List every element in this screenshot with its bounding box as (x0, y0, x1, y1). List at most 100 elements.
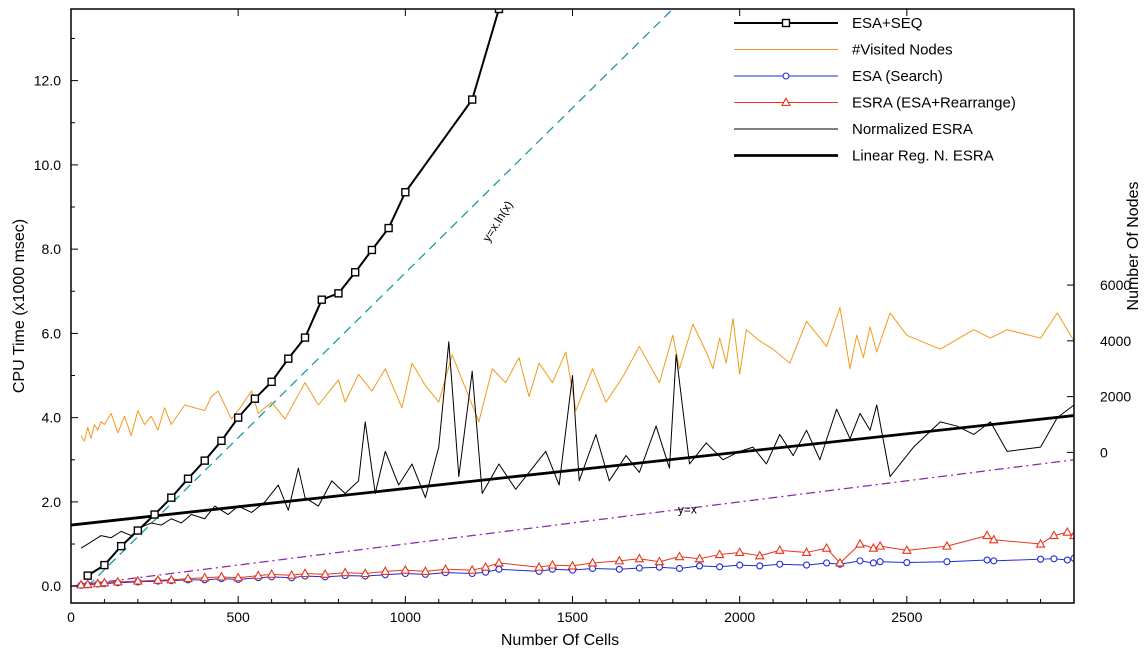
data-point-circle (876, 558, 884, 566)
y-tick-label: 12.0 (34, 73, 61, 89)
annotation-label: y=x (678, 503, 697, 517)
data-point-triangle (714, 549, 725, 559)
data-point-triangle (183, 573, 193, 583)
data-point-triangle (480, 561, 491, 571)
data-point-square (183, 474, 193, 483)
data-point-square (468, 95, 477, 104)
data-point-triangle (801, 547, 812, 556)
data-point-square (401, 188, 410, 197)
data-point-square (133, 526, 143, 535)
data-point-square (267, 377, 276, 387)
x-tick-label: 500 (226, 609, 250, 625)
reference-line (71, 459, 1074, 587)
data-point-triangle (654, 556, 665, 566)
data-point-square (384, 223, 393, 233)
data-point-square (200, 456, 209, 465)
series-group (83, 9, 504, 580)
y-tick-label: 6.0 (42, 325, 62, 341)
data-point-square (300, 333, 310, 342)
series-line (80, 557, 1074, 586)
data-point-circle (1063, 556, 1071, 564)
data-point-triangle (216, 571, 227, 581)
data-point-circle (856, 557, 864, 565)
y2-tick-label: 6000 (1100, 277, 1131, 293)
data-point-square (116, 541, 126, 551)
data-point-triangle (266, 569, 277, 578)
series-line (87, 9, 500, 577)
data-point-circle (776, 560, 784, 568)
legend: ESA+SEQ #Visited Nodes ESA (Search) ESRA (E… (734, 15, 1016, 165)
data-point-square (217, 436, 226, 446)
y2-tick-label: 2000 (1100, 389, 1131, 405)
legend-label: ESRA (ESA+Rearrange) (852, 95, 1016, 112)
y2-tick-label: 4000 (1100, 333, 1131, 349)
annotation-label: y=x.ln(x) (480, 198, 516, 244)
data-point-circle (736, 561, 744, 569)
data-point-circle (615, 565, 623, 573)
data-point-triangle (1035, 538, 1046, 548)
data-point-circle (1050, 555, 1058, 563)
data-point-circle (716, 563, 724, 571)
legend-label: #Visited Nodes (852, 42, 953, 59)
data-point-triangle (734, 547, 745, 556)
data-point-square (167, 493, 176, 502)
data-point-square (781, 18, 791, 28)
y-tick-label: 10.0 (34, 157, 61, 173)
data-point-circle (1037, 555, 1045, 563)
data-point-circle (990, 557, 998, 565)
data-point-triangle (286, 569, 297, 579)
data-point-circle (869, 559, 877, 567)
x-tick-label: 2000 (724, 609, 755, 625)
data-point-triangle (901, 545, 912, 554)
data-point-triangle (855, 538, 865, 548)
legend-label: ESA+SEQ (852, 15, 922, 32)
data-point-triangle (132, 575, 143, 585)
data-point-triangle (835, 557, 845, 567)
data-point-circle (903, 559, 911, 567)
legend-label: ESA (Search) (852, 68, 943, 85)
data-point-square (150, 510, 159, 519)
data-point-triangle (614, 555, 625, 565)
data-point-circle (635, 564, 643, 572)
data-point-circle (983, 556, 991, 564)
data-point-triangle (1062, 526, 1073, 536)
data-point-triangle (694, 553, 705, 563)
data-point-triangle (875, 540, 886, 550)
data-point-circle (756, 562, 764, 570)
x-tick-label: 2500 (891, 609, 922, 625)
data-point-square (100, 560, 109, 570)
reference-line (87, 9, 674, 587)
data-point-triangle (781, 97, 791, 107)
series-line (80, 341, 1074, 549)
data-point-triangle (774, 545, 785, 554)
data-point-triangle (112, 576, 123, 586)
data-point-triangle (92, 578, 103, 588)
data-point-circle (782, 72, 790, 80)
data-point-triangle (99, 577, 110, 587)
data-point-triangle (340, 567, 351, 577)
series-line (80, 531, 1074, 586)
data-point-square (334, 289, 343, 298)
data-point-square (367, 245, 377, 255)
data-point-triangle (567, 560, 578, 570)
data-point-triangle (494, 557, 504, 567)
y-axis-title: CPU Time (x1000 msec) (11, 219, 28, 393)
series-group (77, 554, 1074, 589)
series-line (71, 414, 1074, 527)
data-point-triangle (534, 561, 545, 571)
data-point-triangle (982, 530, 993, 540)
data-point-triangle (988, 534, 999, 544)
y2-axis-title: Number Of Nodes (1125, 182, 1142, 311)
data-point-triangle (634, 553, 645, 563)
data-point-triangle (1049, 530, 1059, 540)
x-tick-label: 1000 (390, 609, 421, 625)
data-point-triangle (440, 563, 451, 573)
data-point-square (250, 394, 260, 403)
series-group (80, 341, 1074, 549)
data-point-triangle (360, 568, 371, 578)
y-tick-label: 4.0 (42, 410, 62, 426)
y-tick-label: 2.0 (42, 494, 62, 510)
data-point-triangle (233, 572, 244, 582)
data-point-triangle (380, 566, 391, 575)
data-point-square (350, 268, 360, 277)
